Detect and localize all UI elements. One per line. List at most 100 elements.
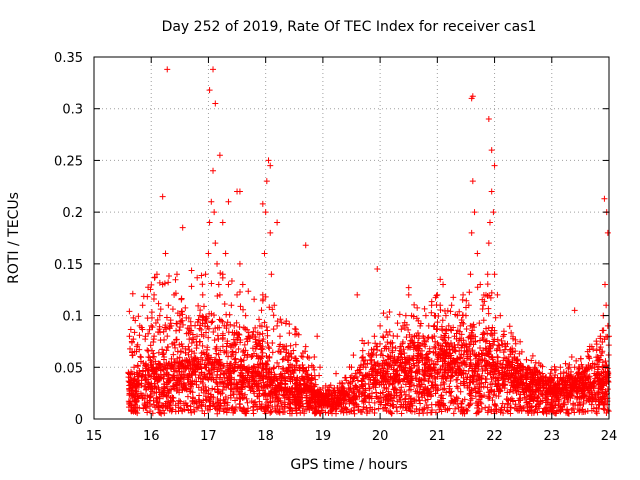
data-point [223, 349, 230, 356]
data-point [269, 306, 276, 313]
data-point [319, 384, 326, 391]
data-point [282, 401, 289, 408]
data-point [268, 271, 275, 278]
data-point [135, 373, 142, 380]
data-point [541, 405, 548, 412]
data-point [191, 364, 198, 371]
data-point [389, 347, 396, 354]
data-point [477, 356, 484, 363]
data-point [259, 297, 266, 304]
data-point [274, 322, 281, 329]
data-point [499, 341, 506, 348]
data-point [407, 386, 414, 393]
data-point [576, 402, 583, 409]
data-point [235, 346, 242, 353]
data-point [210, 167, 217, 174]
chart-title: Day 252 of 2019, Rate Of TEC Index for r… [162, 19, 537, 35]
data-point [276, 333, 283, 340]
data-point [485, 240, 492, 247]
x-tick-label: 20 [372, 429, 389, 444]
data-point [443, 343, 450, 350]
data-point [576, 393, 583, 400]
data-point [576, 365, 583, 372]
data-point [454, 312, 461, 319]
data-point [460, 351, 467, 358]
data-point [303, 392, 310, 399]
data-point [259, 365, 266, 372]
data-point [599, 327, 606, 334]
data-point [195, 358, 202, 365]
data-point [180, 400, 187, 407]
data-point [134, 376, 141, 383]
data-point [258, 307, 265, 314]
data-point [229, 364, 236, 371]
data-point [424, 354, 431, 361]
data-point [399, 356, 406, 363]
data-point [240, 375, 247, 382]
data-point [146, 326, 153, 333]
data-point [138, 354, 145, 361]
data-point [179, 343, 186, 350]
data-point [152, 320, 159, 327]
data-point [228, 277, 235, 284]
data-point [440, 281, 447, 288]
data-point [304, 371, 311, 378]
data-point [187, 318, 194, 325]
data-point [186, 347, 193, 354]
data-point [276, 373, 283, 380]
data-point [434, 399, 441, 406]
data-point [216, 324, 223, 331]
data-point [573, 357, 580, 364]
data-point [201, 323, 208, 330]
data-point [430, 349, 437, 356]
data-point [474, 404, 481, 411]
data-point [236, 289, 243, 296]
data-point [405, 354, 412, 361]
data-point [227, 368, 234, 375]
data-point [213, 350, 220, 357]
data-point [256, 340, 263, 347]
data-point [132, 408, 139, 415]
data-point [341, 396, 348, 403]
data-point [175, 397, 182, 404]
data-point [491, 407, 498, 414]
data-point [443, 389, 450, 396]
data-point [469, 93, 476, 100]
data-point [186, 336, 193, 343]
data-point [585, 353, 592, 360]
data-point [481, 298, 488, 305]
data-point [602, 358, 609, 365]
data-point [164, 333, 171, 340]
data-point [601, 336, 608, 343]
data-point [224, 399, 231, 406]
data-point [597, 344, 604, 351]
data-point [217, 362, 224, 369]
data-point [396, 311, 403, 318]
data-point [433, 326, 440, 333]
data-point [368, 366, 375, 373]
data-point [571, 364, 578, 371]
data-point [441, 369, 448, 376]
data-point [254, 393, 261, 400]
data-point [286, 404, 293, 411]
data-point [424, 396, 431, 403]
data-point [599, 382, 606, 389]
data-point [445, 322, 452, 329]
data-point [161, 336, 168, 343]
data-point [509, 333, 516, 340]
data-point [484, 384, 491, 391]
data-point [196, 312, 203, 319]
data-point [545, 384, 552, 391]
data-point [145, 372, 152, 379]
data-point [134, 363, 141, 370]
data-point [275, 348, 282, 355]
data-point [214, 396, 221, 403]
data-point [185, 407, 192, 414]
data-point [376, 340, 383, 347]
data-point [194, 333, 200, 340]
data-point [213, 343, 220, 350]
data-point [530, 397, 537, 404]
data-point [173, 271, 180, 278]
data-point [397, 389, 404, 396]
x-tick-label: 15 [86, 429, 103, 444]
